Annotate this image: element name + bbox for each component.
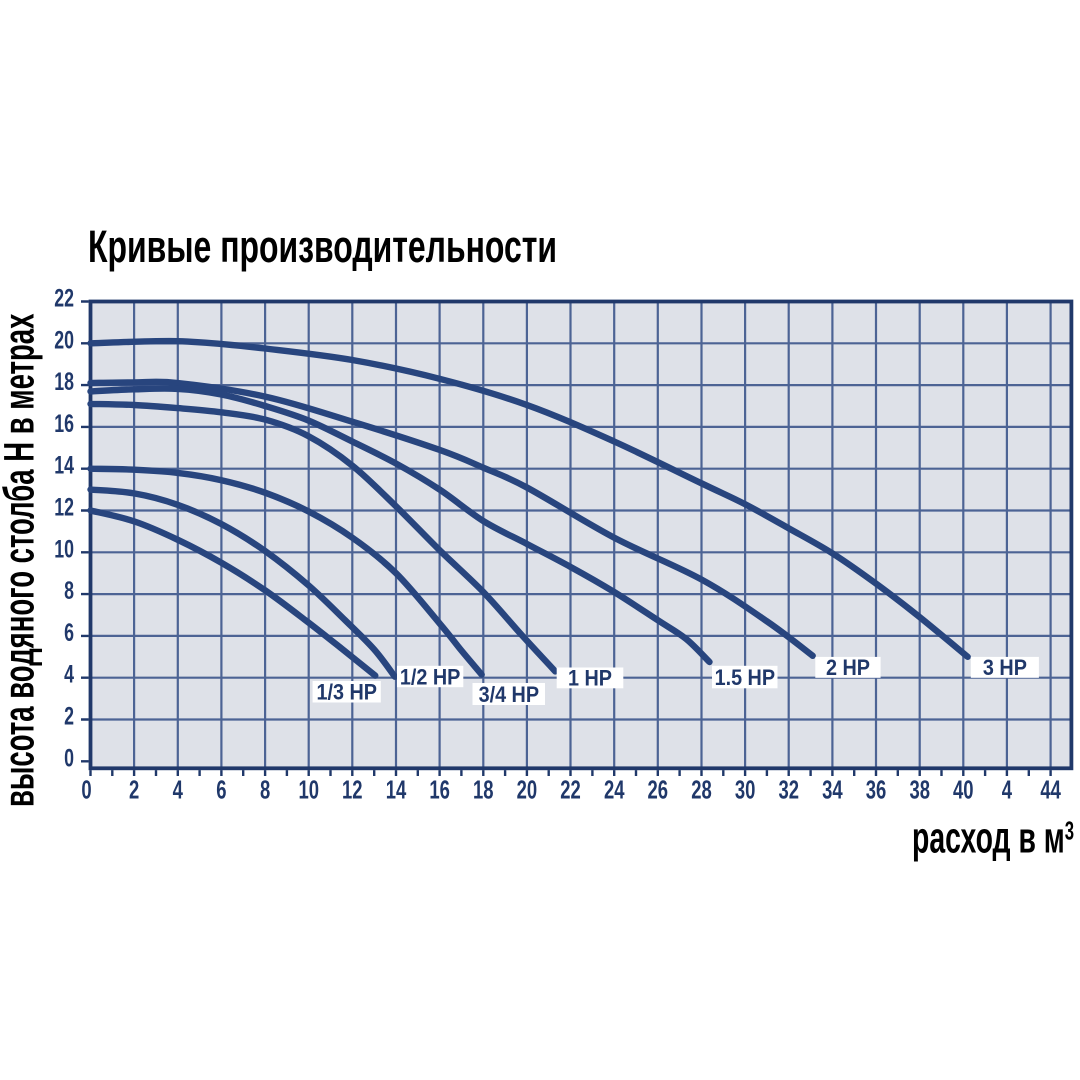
svg-text:14: 14 — [54, 451, 74, 480]
svg-text:22: 22 — [54, 283, 74, 312]
svg-text:8: 8 — [260, 776, 270, 805]
svg-text:4: 4 — [173, 776, 184, 805]
svg-text:расход в м3: расход в м3 — [912, 812, 1074, 862]
svg-text:36: 36 — [866, 776, 887, 805]
svg-text:10: 10 — [54, 534, 74, 563]
svg-text:12: 12 — [342, 776, 363, 805]
svg-text:12: 12 — [54, 492, 74, 521]
svg-text:0: 0 — [64, 743, 74, 772]
svg-text:2: 2 — [129, 776, 139, 805]
svg-text:1.5 HP: 1.5 HP — [715, 666, 776, 690]
svg-text:32: 32 — [778, 776, 799, 805]
svg-text:6: 6 — [64, 618, 74, 647]
svg-text:10: 10 — [298, 776, 319, 805]
svg-text:40: 40 — [953, 776, 974, 805]
svg-text:16: 16 — [54, 409, 74, 438]
svg-text:8: 8 — [64, 576, 74, 605]
svg-text:Кривые производительности: Кривые производительности — [88, 223, 557, 273]
svg-text:22: 22 — [560, 776, 581, 805]
svg-text:4: 4 — [64, 660, 74, 689]
svg-text:14: 14 — [386, 776, 407, 805]
svg-text:44: 44 — [1040, 776, 1061, 805]
svg-text:24: 24 — [604, 776, 625, 805]
svg-text:2: 2 — [64, 701, 74, 730]
svg-text:4: 4 — [1002, 776, 1013, 805]
svg-text:3 HP: 3 HP — [983, 656, 1027, 680]
svg-text:20: 20 — [517, 776, 538, 805]
svg-text:0: 0 — [81, 776, 91, 805]
svg-text:6: 6 — [216, 776, 226, 805]
svg-text:18: 18 — [54, 367, 74, 396]
svg-text:16: 16 — [429, 776, 450, 805]
svg-text:18: 18 — [473, 776, 494, 805]
svg-text:26: 26 — [648, 776, 669, 805]
svg-text:38: 38 — [909, 776, 930, 805]
svg-text:3/4 HP: 3/4 HP — [479, 683, 540, 707]
svg-text:28: 28 — [691, 776, 712, 805]
svg-text:1/3 HP: 1/3 HP — [316, 681, 377, 705]
svg-text:20: 20 — [54, 325, 74, 354]
svg-text:30: 30 — [735, 776, 756, 805]
svg-text:2 HP: 2 HP — [826, 656, 870, 680]
svg-text:1 HP: 1 HP — [568, 667, 612, 691]
svg-text:1/2 HP: 1/2 HP — [400, 665, 461, 689]
svg-text:высота водяного столба Н в мет: высота водяного столба Н в метрах — [0, 314, 43, 807]
svg-text:34: 34 — [822, 776, 843, 805]
